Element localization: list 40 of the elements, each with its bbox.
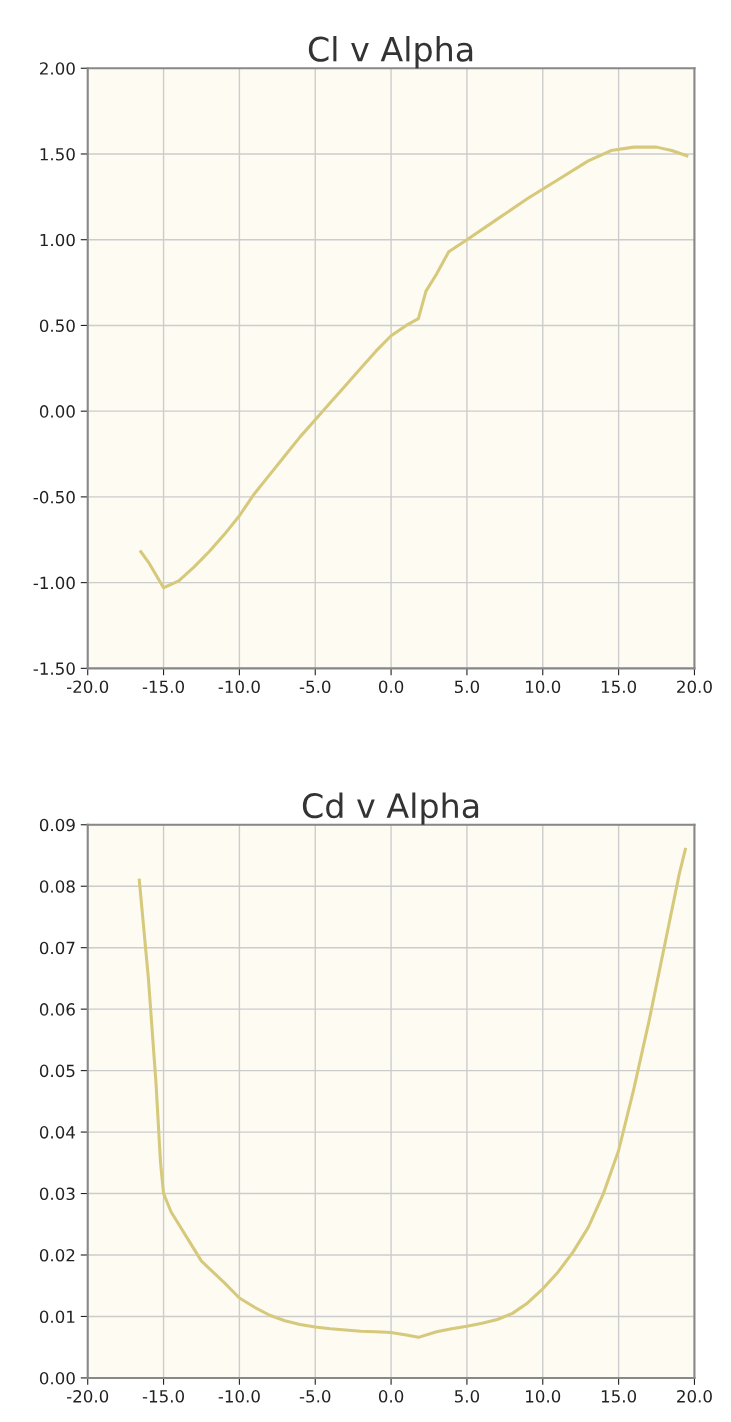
y-tick-label: 2.00 — [40, 62, 75, 75]
y-tick-label: 0.00 — [39, 405, 75, 418]
y-tick-label: 0.08 — [39, 880, 75, 893]
y-tick-label: 0.03 — [39, 1187, 75, 1201]
x-tick-label: -5.0 — [299, 680, 331, 694]
x-tick-label: 0.0 — [378, 680, 404, 694]
y-tick-label: 0.09 — [39, 818, 75, 832]
x-tick-label: -15.0 — [142, 1390, 185, 1403]
x-tick-label: 5.0 — [454, 680, 480, 694]
chart-title: Cd v Alpha — [302, 792, 479, 825]
y-tick-label: 0.06 — [39, 1003, 75, 1016]
x-tick-label: -20.0 — [66, 680, 109, 694]
x-tick-label: 10.0 — [526, 680, 561, 694]
x-tick-label: 10.0 — [526, 1390, 561, 1403]
y-tick-label: 1.50 — [40, 147, 75, 161]
y-tick-label: -1.50 — [33, 662, 75, 675]
x-tick-label: 20.0 — [677, 1390, 712, 1403]
y-tick-label: 0.50 — [39, 319, 75, 332]
y-tick-label: 0.04 — [39, 1126, 75, 1139]
y-tick-label: 0.01 — [39, 1310, 75, 1324]
line-series — [139, 145, 689, 590]
x-tick-label: -20.0 — [66, 1390, 109, 1403]
x-tick-label: -5.0 — [299, 1390, 331, 1403]
x-tick-label: 0.0 — [378, 1390, 404, 1403]
line-series — [137, 847, 687, 1339]
y-tick-label: 0.02 — [39, 1248, 75, 1262]
x-tick-label: -10.0 — [218, 680, 260, 694]
y-tick-label: 0.00 — [39, 1371, 75, 1385]
x-tick-label: 5.0 — [454, 1390, 480, 1403]
x-tick-label: 15.0 — [601, 1390, 637, 1403]
x-tick-label: 15.0 — [601, 680, 637, 694]
x-tick-label: -10.0 — [218, 1390, 260, 1403]
y-tick-label: 0.07 — [39, 941, 75, 955]
y-tick-label: -0.50 — [33, 490, 75, 504]
y-tick-label: 0.05 — [39, 1064, 75, 1078]
y-tick-label: -1.00 — [33, 576, 75, 590]
x-tick-label: -15.0 — [142, 680, 185, 694]
chart-title: Cl v Alpha — [308, 36, 473, 69]
x-tick-label: 20.0 — [677, 680, 712, 694]
y-tick-label: 1.00 — [40, 233, 75, 247]
